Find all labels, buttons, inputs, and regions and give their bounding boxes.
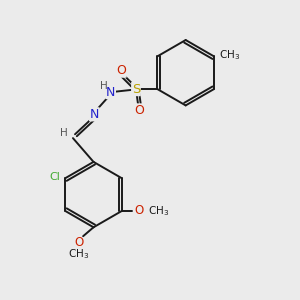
Text: H: H <box>60 128 68 138</box>
Text: O: O <box>134 204 144 218</box>
Text: H: H <box>100 80 108 91</box>
Text: Cl: Cl <box>50 172 60 182</box>
Text: S: S <box>132 82 140 96</box>
Text: CH$_3$: CH$_3$ <box>219 48 241 62</box>
Text: CH$_3$: CH$_3$ <box>148 204 169 218</box>
Text: O: O <box>74 236 83 249</box>
Text: O: O <box>134 104 144 117</box>
Text: O: O <box>116 64 126 77</box>
Text: N: N <box>106 85 116 98</box>
Text: CH$_3$: CH$_3$ <box>68 247 89 261</box>
Text: N: N <box>90 108 99 121</box>
